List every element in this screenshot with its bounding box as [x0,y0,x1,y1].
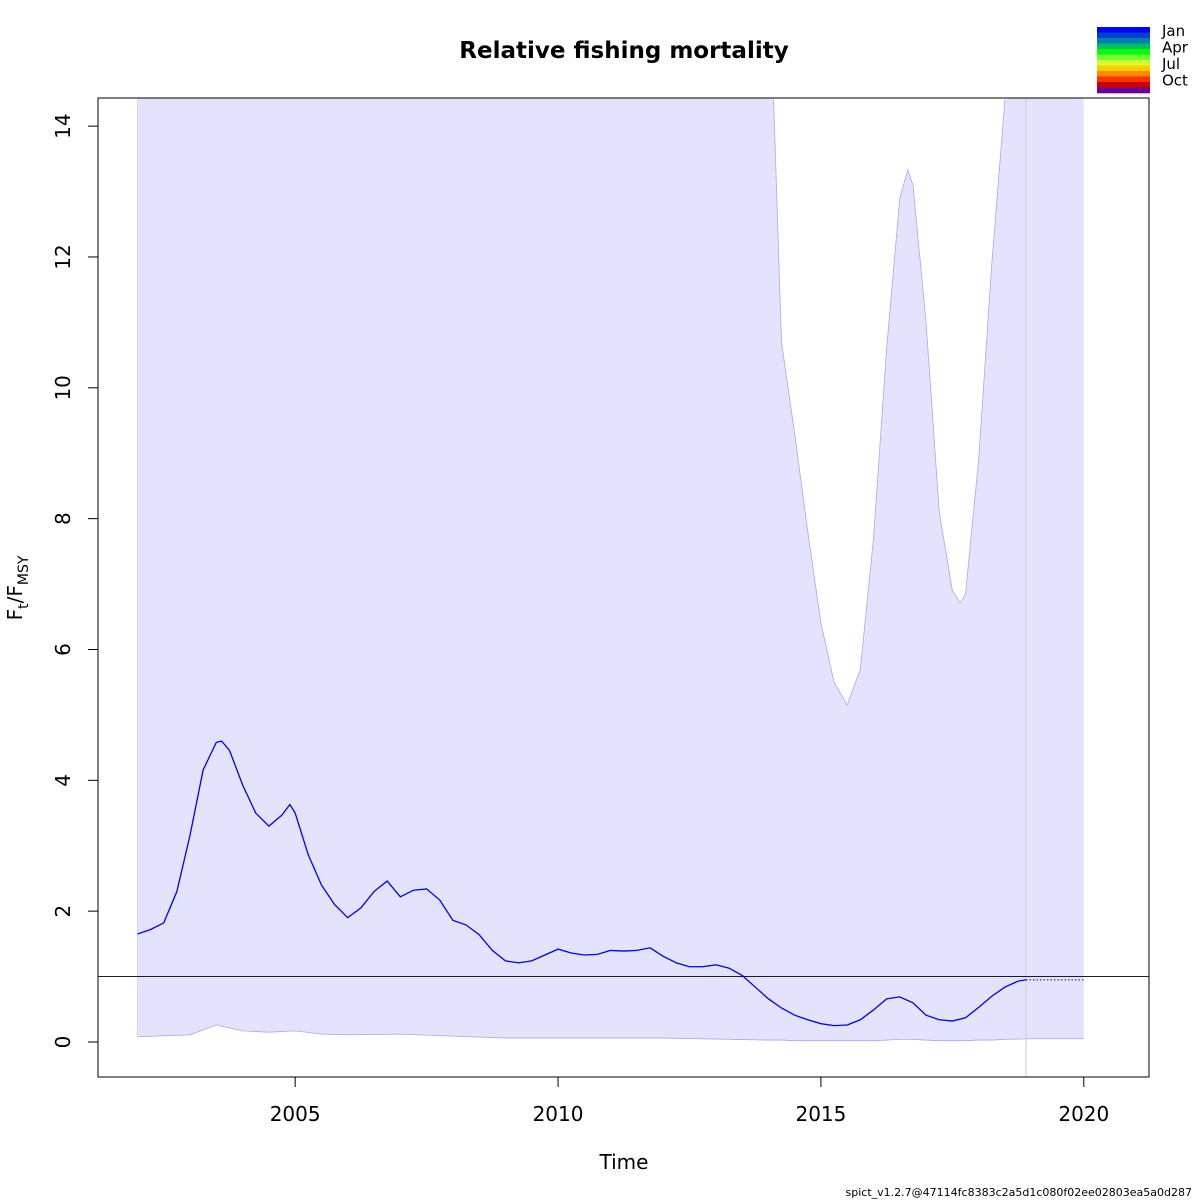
legend-swatch [1097,76,1150,83]
plot-area [98,98,1149,1077]
y-tick-label: 14 [51,113,75,138]
legend-swatch [1097,32,1150,39]
legend-swatch [1097,49,1150,55]
y-axis-label: Ft/FMSY [3,555,32,620]
x-axis-label: Time [599,1150,649,1174]
y-tick-label: 8 [51,512,75,525]
legend-swatch [1097,82,1150,88]
y-tick-label: 6 [51,643,75,656]
y-tick-label: 4 [51,774,75,787]
legend-swatch [1097,87,1150,94]
legend-swatch [1097,71,1150,77]
legend-label: Jan [1161,22,1185,40]
footer: spict_v1.2.7@47114fc8383c2a5d1c080f02ee0… [846,1186,1192,1199]
legend-swatch [1097,54,1150,61]
legend-swatch [1097,65,1150,72]
ci-band [137,98,1084,1041]
estimate-line [137,740,1027,1027]
legend-swatch [1097,43,1150,50]
legend-label: Oct [1162,72,1188,90]
plot-frame [97,97,1150,1078]
legend-swatch [1097,38,1150,44]
y-tick-label: 12 [51,244,75,269]
x-tick-label: 2015 [795,1102,846,1126]
legend-label: Jul [1161,55,1180,73]
legend-label: Apr [1162,39,1189,57]
ci-lower-edge [137,1024,1084,1042]
y-label-subscript: MSY [16,555,32,585]
x-tick-label: 2020 [1058,1102,1109,1126]
x-tick-label: 2010 [533,1102,584,1126]
y-tick-label: 2 [51,905,75,918]
ci-upper-edge [773,99,1006,707]
y-tick-label: 0 [51,1036,75,1049]
y-tick-label: 10 [51,375,75,400]
legend-swatch [1097,27,1150,33]
x-tick-label: 2005 [270,1102,321,1126]
y-label-part: /F [3,585,27,603]
legend-swatch [1097,60,1150,66]
y-label-part: F [3,609,27,621]
chart-title: Relative fishing mortality [459,38,788,64]
y-label-subscript: t [16,603,32,609]
